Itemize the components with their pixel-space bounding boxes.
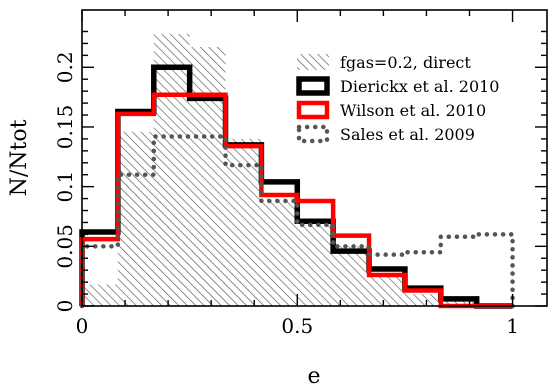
series-line-sales-et-al-2009 <box>79 134 515 309</box>
legend-swatch-sales-et-al-2009 <box>296 124 330 144</box>
series-line-wilson-et-al-2010 <box>79 92 513 309</box>
bar-fgas-0-2-direct-6 <box>297 221 334 306</box>
y-tick-label-4: 0.2 <box>53 51 77 83</box>
y-tick-label-1: 0.05 <box>53 224 77 269</box>
x-tick-label-1: 0.5 <box>281 314 313 338</box>
legend-label-fgas-0-2-direct: fgas=0.2, direct <box>340 53 471 72</box>
legend-label-wilson-et-al-2010: Wilson et al. 2010 <box>340 101 486 120</box>
y-tick-label-3: 0.15 <box>53 105 77 150</box>
y-axis-label: N/Ntot <box>7 119 32 196</box>
legend: fgas=0.2, direct Dierickx et al. 2010 Wils… <box>296 53 499 144</box>
bar-fgas-0-2-direct-3 <box>189 47 226 306</box>
bar-fgas-0-2-direct-10 <box>440 301 477 306</box>
legend-label-sales-et-al-2009: Sales et al. 2009 <box>340 125 475 144</box>
bar-fgas-0-2-direct-7 <box>333 246 370 306</box>
bar-fgas-0-2-direct-2 <box>153 33 190 306</box>
x-tick-label-2: 1 <box>506 314 519 338</box>
bar-fgas-0-2-direct-1 <box>117 131 154 306</box>
x-axis-label: e <box>307 364 320 388</box>
bar-fgas-0-2-direct-5 <box>261 198 298 306</box>
bar-fgas-0-2-direct-8 <box>369 276 405 306</box>
x-tick-label-0: 0 <box>76 314 89 338</box>
legend-swatch-dierickx-et-al-2010 <box>296 76 330 96</box>
bar-fgas-0-2-direct-9 <box>404 294 441 306</box>
legend-swatch-fgas-0-2-direct <box>297 54 329 70</box>
y-tick-label-2: 0.1 <box>53 171 77 203</box>
bar-fgas-0-2-direct-0 <box>82 284 118 306</box>
plot-area <box>79 33 515 309</box>
axis-ticks: 0 0.5 1 0 0.05 0.1 0.15 0.2 <box>53 10 547 338</box>
legend-label-dierickx-et-al-2010: Dierickx et al. 2010 <box>340 77 499 96</box>
y-tick-label-0: 0 <box>53 300 77 313</box>
plot-frame <box>81 9 548 307</box>
legend-swatch-wilson-et-al-2010 <box>296 100 330 120</box>
